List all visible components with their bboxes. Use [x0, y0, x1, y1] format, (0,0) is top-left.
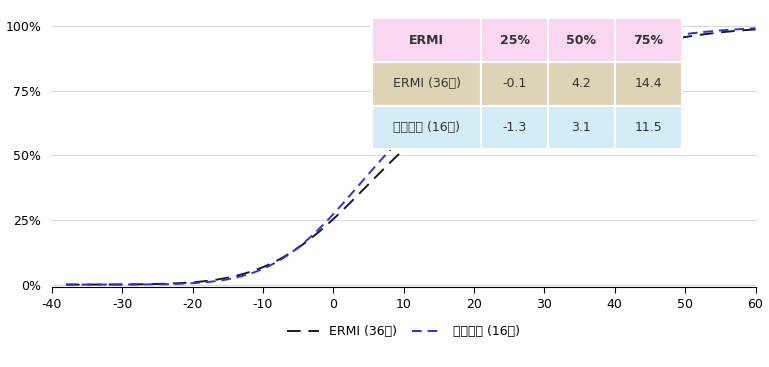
Text: 14.4: 14.4: [634, 77, 662, 90]
Bar: [481, 106, 548, 149]
Text: 기하평균 (16종): 기하평균 (16종): [393, 121, 460, 134]
Text: 4.2: 4.2: [571, 77, 591, 90]
Bar: [614, 106, 681, 149]
Text: ERMI (36종): ERMI (36종): [392, 77, 461, 90]
Bar: [614, 18, 681, 62]
Bar: [372, 62, 481, 106]
Bar: [372, 106, 481, 149]
Bar: [481, 18, 548, 62]
Text: 50%: 50%: [566, 33, 596, 47]
Bar: [548, 18, 614, 62]
Bar: [614, 62, 681, 106]
Text: -1.3: -1.3: [502, 121, 527, 134]
Text: 11.5: 11.5: [634, 121, 662, 134]
Text: -0.1: -0.1: [502, 77, 527, 90]
Legend: ERMI (36종), 기하평균 (16종): ERMI (36종), 기하평균 (16종): [282, 320, 525, 343]
Text: ERMI: ERMI: [409, 33, 444, 47]
Text: 25%: 25%: [500, 33, 530, 47]
Bar: [548, 62, 614, 106]
Bar: [548, 106, 614, 149]
Bar: [372, 18, 481, 62]
Text: 3.1: 3.1: [571, 121, 591, 134]
Bar: [481, 62, 548, 106]
Text: 75%: 75%: [633, 33, 663, 47]
